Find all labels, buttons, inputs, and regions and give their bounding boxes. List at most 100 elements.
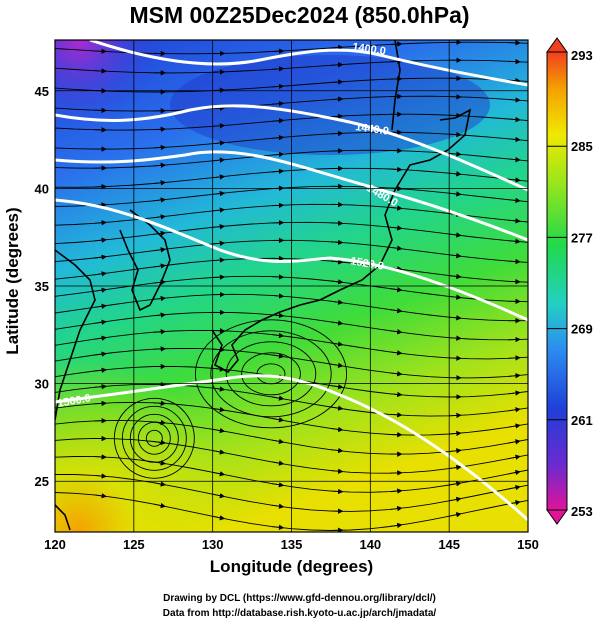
streamline-arrow (153, 329, 167, 335)
vortex-streamline (241, 352, 301, 396)
streamline-arrow (212, 157, 226, 163)
streamline-arrow (508, 136, 521, 143)
streamline-arrow (449, 171, 462, 177)
contour-label: 1560.0 (56, 392, 91, 410)
streamline-arrow (330, 405, 344, 411)
streamline-arrow (389, 245, 403, 251)
streamline-arrow (449, 191, 462, 197)
colorbar-bottom-triangle (546, 509, 568, 525)
streamline-arrow (271, 83, 285, 90)
streamline-arrow (508, 77, 521, 84)
streamline-arrow (389, 329, 403, 335)
streamline-arrow (449, 481, 462, 487)
streamline-arrow (330, 279, 344, 285)
contour-line-1520 (55, 198, 528, 322)
streamline-arrow (508, 423, 521, 429)
streamline-arrow (153, 439, 167, 446)
streamline-arrow (94, 367, 107, 373)
streamline-arrow (449, 273, 462, 280)
streamline-arrow (94, 303, 107, 309)
streamline-arrow (330, 447, 344, 454)
streamline-arrow (94, 473, 107, 479)
streamline-arrow (449, 412, 462, 419)
streamline-arrow (94, 287, 107, 293)
streamline-arrow (508, 197, 521, 204)
streamline-arrow (153, 502, 167, 509)
streamline-arrow (212, 123, 226, 129)
streamline-arrow (271, 353, 285, 359)
streamline-arrow (449, 151, 462, 157)
credit-data: Data from http://database.rish.kyoto-u.a… (162, 608, 437, 619)
streamline-arrow (271, 66, 285, 72)
y-tick-label: 45 (35, 84, 49, 99)
streamline-arrow (94, 319, 107, 325)
colorbar-tick-label: 269 (571, 322, 593, 337)
sakhalin-coastline (391, 40, 401, 131)
streamline-arrow (508, 238, 521, 244)
streamline-arrow (212, 207, 226, 213)
colorbar-body (546, 51, 568, 511)
streamline-arrow (153, 180, 167, 186)
streamline-arrow (212, 105, 226, 111)
streamline-arrow (212, 240, 226, 246)
streamline-arrow (271, 151, 285, 158)
streamline-arrow (330, 341, 344, 347)
streamline-arrow (271, 524, 285, 531)
streamline-arrow (271, 100, 285, 107)
streamline-arrow (271, 48, 285, 54)
map-title: MSM 00Z25Dec2024 (850.0hPa) (129, 2, 470, 28)
streamline-arrow (271, 482, 285, 488)
colorbar-tick-label: 253 (571, 504, 593, 519)
streamline-arrow (449, 294, 462, 300)
japan-coastline (211, 108, 472, 374)
contour-line-1400 (89, 40, 528, 87)
streamline-arrow (449, 496, 462, 503)
streamline-arrow (330, 113, 344, 119)
streamline-arrow (389, 286, 403, 293)
x-tick-label: 140 (359, 537, 381, 552)
streamline-arrow (212, 493, 226, 499)
colorbar-tick-label: 285 (571, 139, 593, 154)
colorbar: 293 285 277 269 261 253 (546, 37, 593, 525)
streamline-arrow (212, 190, 226, 197)
taiwan-coastline (55, 504, 71, 531)
streamline-arrow (153, 481, 167, 487)
vortex-streamline (210, 330, 332, 418)
streamline-arrow (153, 312, 167, 318)
streamline-arrow (94, 400, 107, 407)
streamline-arrow (330, 468, 344, 474)
streamline-arrow (508, 439, 521, 445)
y-tick-label: 40 (35, 181, 49, 196)
streamline-arrow (508, 469, 521, 476)
x-tick-label: 150 (517, 537, 539, 552)
contour-label: 1520.0 (349, 255, 384, 273)
x-tick-label: 130 (202, 537, 224, 552)
contour-line-1480 (55, 150, 528, 242)
streamline-arrow (389, 350, 403, 356)
y-axis-title: Latitude (degrees) (3, 207, 22, 355)
streamline-arrow (330, 299, 344, 305)
colorbar-tick-label: 261 (571, 413, 593, 428)
contour-labels: 1400.0 1440.0 1480.0 1520.0 1560.0 (56, 41, 399, 410)
streamline-arrow (94, 271, 107, 277)
streamline-arrow (449, 464, 462, 471)
streamline-arrow (330, 320, 344, 326)
streamline-arrow (271, 438, 285, 445)
streamline-arrow (94, 48, 107, 54)
streamline-arrow (153, 295, 167, 302)
streamline-arrow (271, 417, 285, 423)
streamline-arrow (94, 383, 107, 390)
streamline-arrow (330, 79, 344, 85)
streamline-arrow (389, 225, 403, 231)
streamline-arrow (94, 220, 107, 226)
colorbar-top-triangle (546, 37, 568, 53)
streamline-arrow (508, 97, 521, 103)
streamline-arrow (449, 430, 462, 437)
streamline-arrow (449, 131, 462, 138)
streamline-arrow (390, 391, 403, 398)
streamline-arrow (94, 254, 107, 260)
x-axis-title: Longitude (degrees) (209, 557, 374, 576)
streamline-arrow (330, 488, 344, 495)
streamline-arrow (449, 252, 462, 259)
x-tick-label: 125 (123, 537, 145, 552)
